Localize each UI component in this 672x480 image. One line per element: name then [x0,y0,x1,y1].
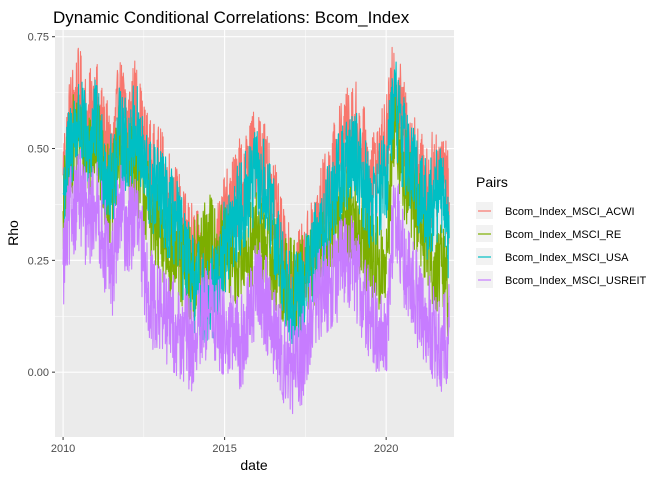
series-line-4 [62,148,450,415]
series-lines [62,46,450,415]
y-tick-label: 0.50 [28,144,49,156]
x-tick-label: 2015 [212,443,236,455]
axes: 0.00 0.25 0.50 0.75 2010 2015 2020 [28,32,399,455]
legend: Pairs Bcom_Index_MSCI_ACWI Bcom_Index_MSC… [476,174,646,288]
y-tick-label: 0.25 [28,255,49,267]
legend-label: Bcom_Index_MSCI_USA [505,252,629,264]
legend-label: Bcom_Index_MSCI_RE [505,229,621,241]
x-tick-label: 2010 [51,443,75,455]
series-line-3 [62,61,450,345]
legend-label: Bcom_Index_MSCI_ACWI [505,206,635,218]
y-axis-title: Rho [5,220,21,246]
legend-label: Bcom_Index_MSCI_USREIT [505,275,646,287]
chart-title: Dynamic Conditional Correlations: Bcom_I… [53,8,410,27]
x-axis-title: date [240,457,267,473]
y-tick-label: 0.00 [28,367,49,379]
legend-title: Pairs [476,174,508,190]
y-tick-label: 0.75 [28,32,49,44]
x-tick-label: 2020 [374,443,398,455]
